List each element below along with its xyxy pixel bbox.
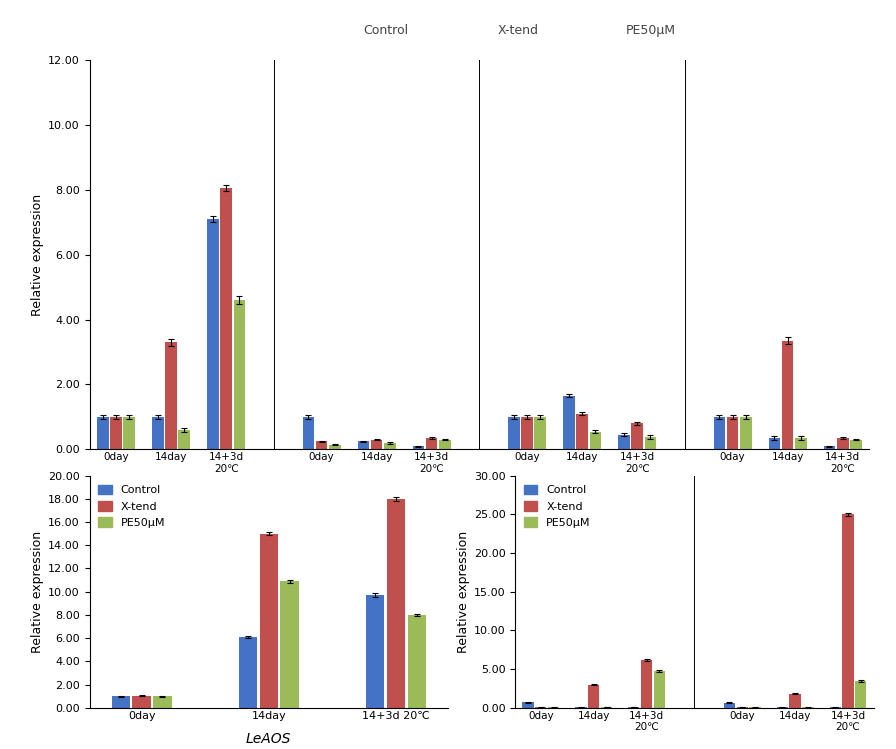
Bar [366,595,384,708]
Bar [384,443,396,449]
Bar [303,417,314,449]
Bar [842,515,854,708]
Bar [522,703,534,708]
Bar [239,637,257,708]
Bar [590,431,601,449]
Bar [110,417,122,449]
Bar [387,499,405,708]
Y-axis label: Relative expression: Relative expression [31,193,44,316]
Bar [521,417,533,449]
Bar [124,417,135,449]
Bar [727,417,738,449]
Bar [850,440,862,449]
Bar [740,417,752,449]
Text: Control: Control [363,23,409,37]
Bar [207,219,219,449]
Bar [408,615,426,708]
Bar [152,417,164,449]
Bar [628,707,640,708]
Bar [644,437,656,449]
Bar [112,697,130,708]
Text: erf2: erf2 [364,520,389,533]
Bar [588,685,599,708]
Bar [601,707,612,708]
Bar [508,417,520,449]
Bar [220,188,232,449]
Bar [823,446,835,449]
Bar [97,417,108,449]
Text: erf4: erf4 [775,520,800,533]
Bar [178,430,190,449]
Bar [358,441,369,449]
Legend: Control, X-tend, PE50μM: Control, X-tend, PE50μM [521,481,594,531]
Text: erf: erf [162,520,180,533]
Bar [315,441,327,449]
Text: X-tend: X-tend [498,23,538,37]
Bar [837,438,849,449]
Bar [632,423,643,449]
Bar [153,697,172,708]
Text: PE50μM: PE50μM [625,23,676,37]
Text: erf3: erf3 [570,520,595,533]
Bar [724,703,735,708]
Bar [280,581,298,708]
Bar [789,694,801,708]
Bar [782,341,794,449]
Y-axis label: Relative expression: Relative expression [31,530,44,653]
Bar [795,438,806,449]
X-axis label: LeAOS: LeAOS [246,732,291,746]
Bar [563,395,574,449]
Bar [855,681,866,708]
Bar [769,438,780,449]
Bar [426,438,437,449]
Bar [165,342,177,449]
Bar [133,696,151,708]
Bar [713,417,725,449]
Bar [329,445,340,449]
Y-axis label: Relative expression: Relative expression [457,530,470,653]
Legend: Control, X-tend, PE50μM: Control, X-tend, PE50μM [95,481,168,531]
Bar [234,300,246,449]
Bar [413,446,424,449]
Bar [641,660,652,708]
Bar [576,413,588,449]
Bar [618,434,630,449]
Bar [439,440,451,449]
Bar [535,417,546,449]
Bar [260,533,278,708]
Bar [371,440,383,449]
Bar [654,670,665,708]
